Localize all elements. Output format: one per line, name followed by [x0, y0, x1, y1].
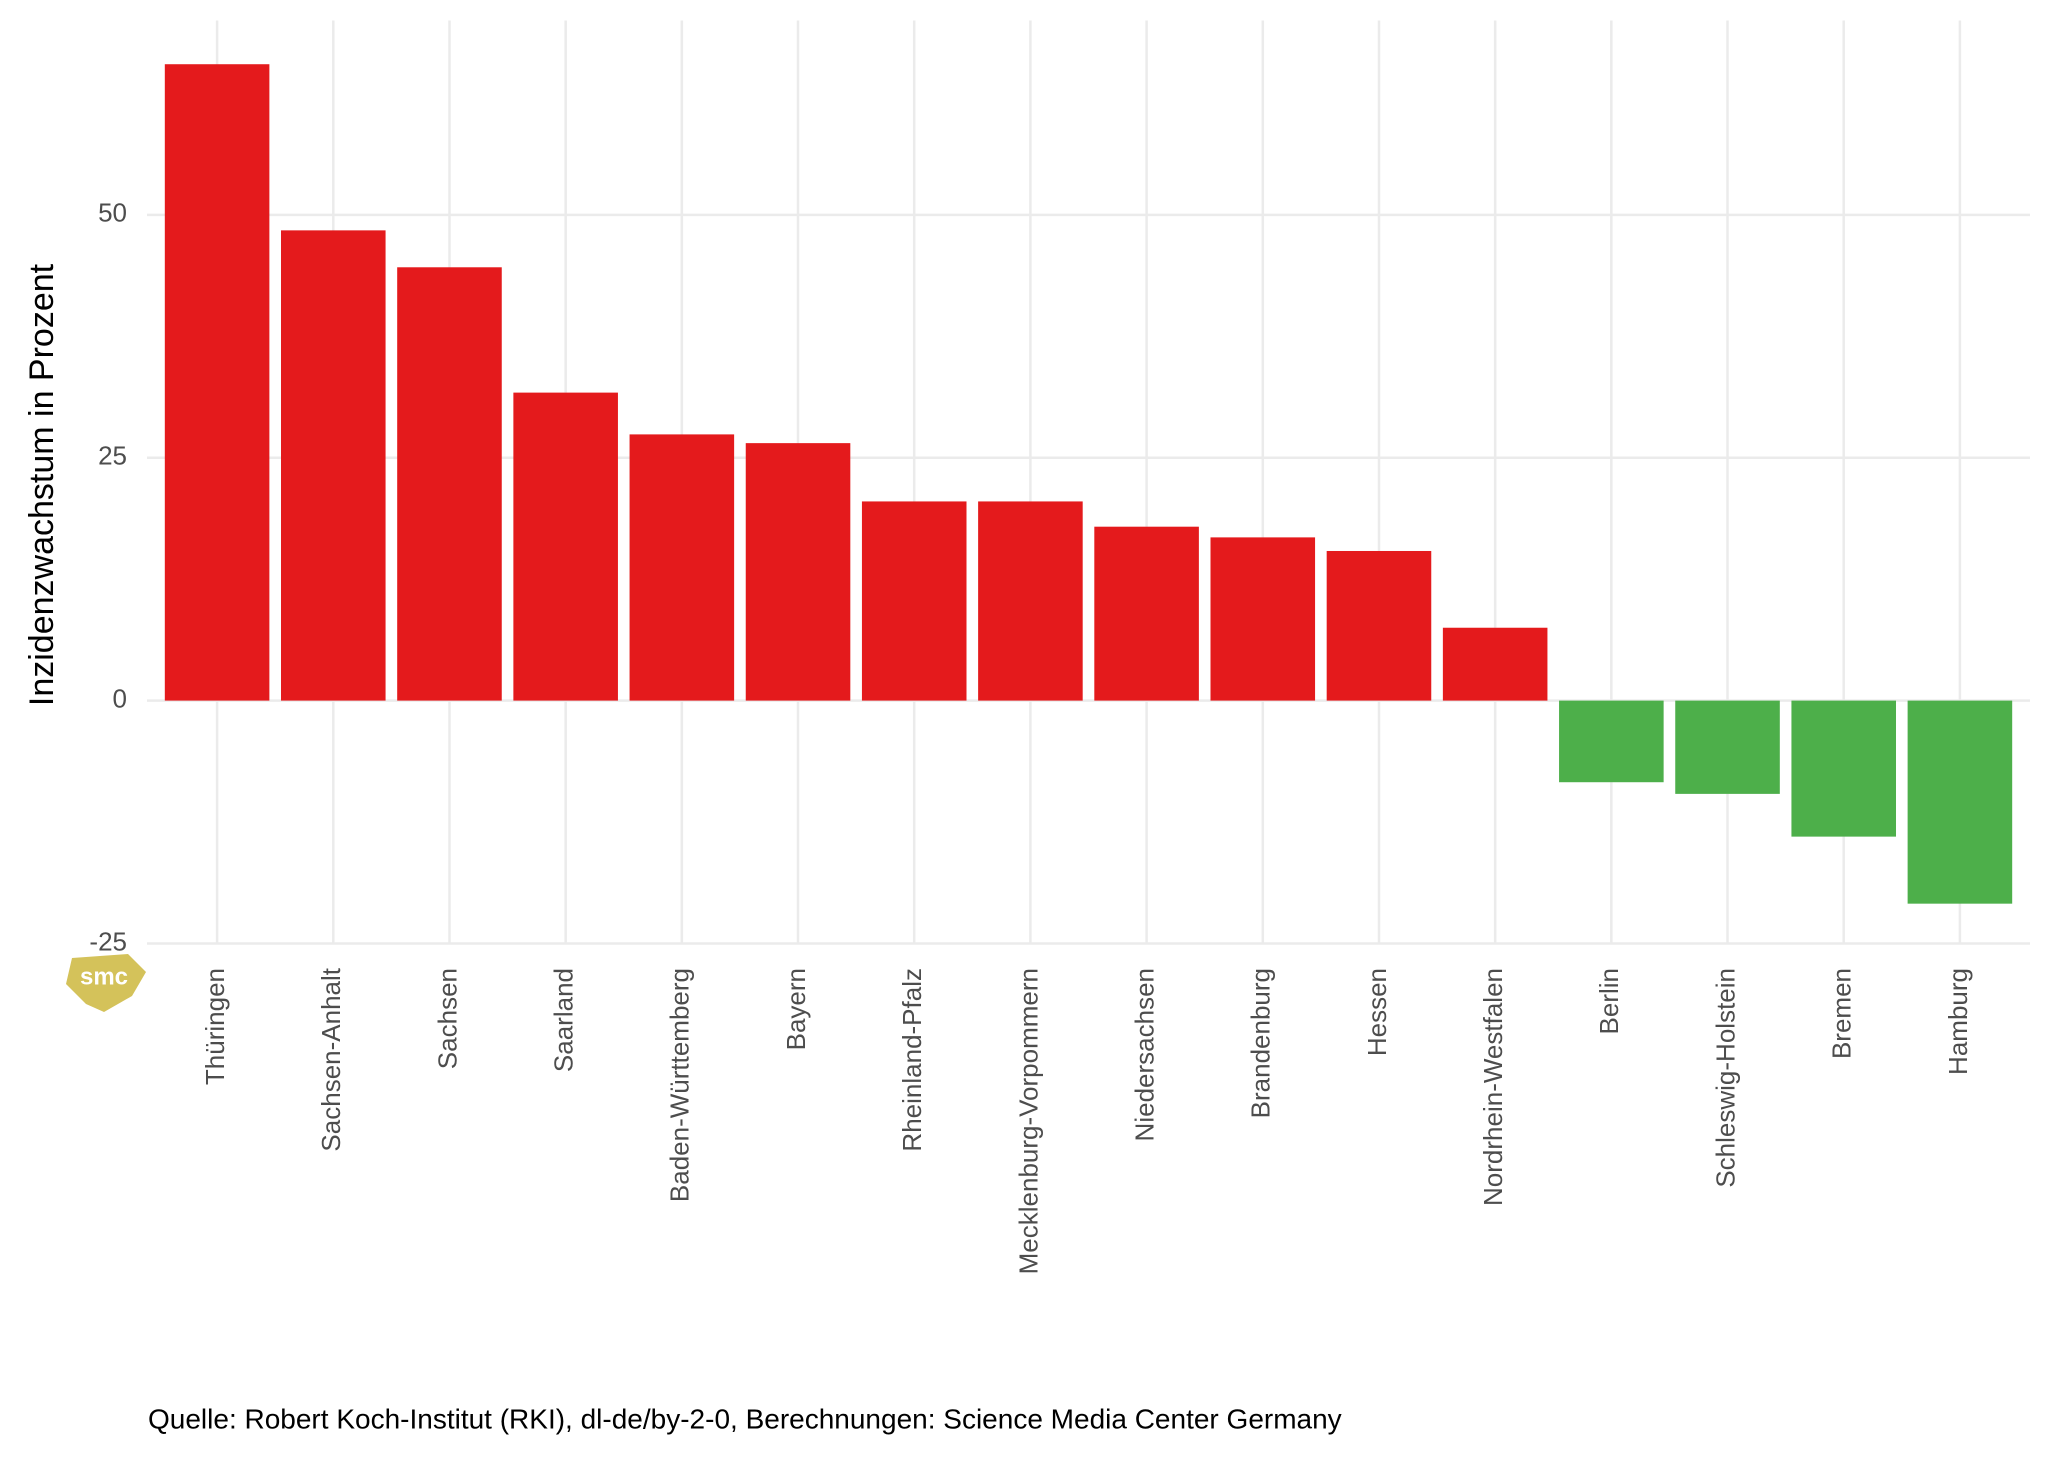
x-tick-label: Nordrhein-Westfalen: [1478, 968, 1508, 1206]
bar: [397, 267, 502, 701]
bar: [513, 392, 618, 701]
bar: [1559, 700, 1664, 783]
bar: [1791, 700, 1897, 837]
x-tick-label: Bayern: [781, 968, 811, 1050]
y-axis-title: Inzidenzwachstum in Prozent: [23, 263, 61, 706]
y-tick-label: 0: [113, 683, 127, 713]
y-tick-label: 50: [98, 198, 127, 228]
x-tick-label: Hamburg: [1943, 968, 1973, 1075]
x-tick-label: Schleswig-Holstein: [1710, 968, 1740, 1188]
x-tick-label: Brandenburg: [1246, 968, 1276, 1118]
logo: smc: [66, 954, 146, 1012]
bar: [280, 230, 386, 701]
caption: Quelle: Robert Koch-Institut (RKI), dl-d…: [148, 1403, 1342, 1434]
x-tick-label: Mecklenburg-Vorpommern: [1013, 968, 1043, 1274]
x-tick-label: Saarland: [549, 968, 579, 1072]
bar: [1442, 627, 1548, 701]
logo-text: smc: [80, 963, 128, 990]
logo-shape: [66, 954, 146, 1012]
x-tick-label: Rheinland-Pfalz: [897, 968, 927, 1152]
y-tick-label: 25: [98, 441, 127, 471]
bar: [1907, 700, 2013, 904]
bar: [745, 443, 851, 701]
bar: [629, 434, 735, 701]
bar: [861, 501, 967, 701]
x-tick-label: Berlin: [1594, 968, 1624, 1034]
x-tick-label: Baden-Württemberg: [665, 968, 695, 1202]
x-tick-label: Thüringen: [200, 968, 230, 1085]
bar: [164, 64, 270, 701]
x-tick-label: Bremen: [1827, 968, 1857, 1059]
x-tick-label: Sachsen-Anhalt: [316, 967, 346, 1151]
x-tick-label: Hessen: [1362, 968, 1392, 1056]
bar: [978, 501, 1083, 701]
x-tick-label: Niedersachsen: [1129, 968, 1159, 1141]
y-tick-label: -25: [89, 926, 127, 956]
bar: [1094, 526, 1199, 701]
bar: [1210, 537, 1316, 701]
bar: [1675, 700, 1780, 794]
x-tick-label: Sachsen: [432, 968, 462, 1069]
bar: [1326, 550, 1432, 701]
